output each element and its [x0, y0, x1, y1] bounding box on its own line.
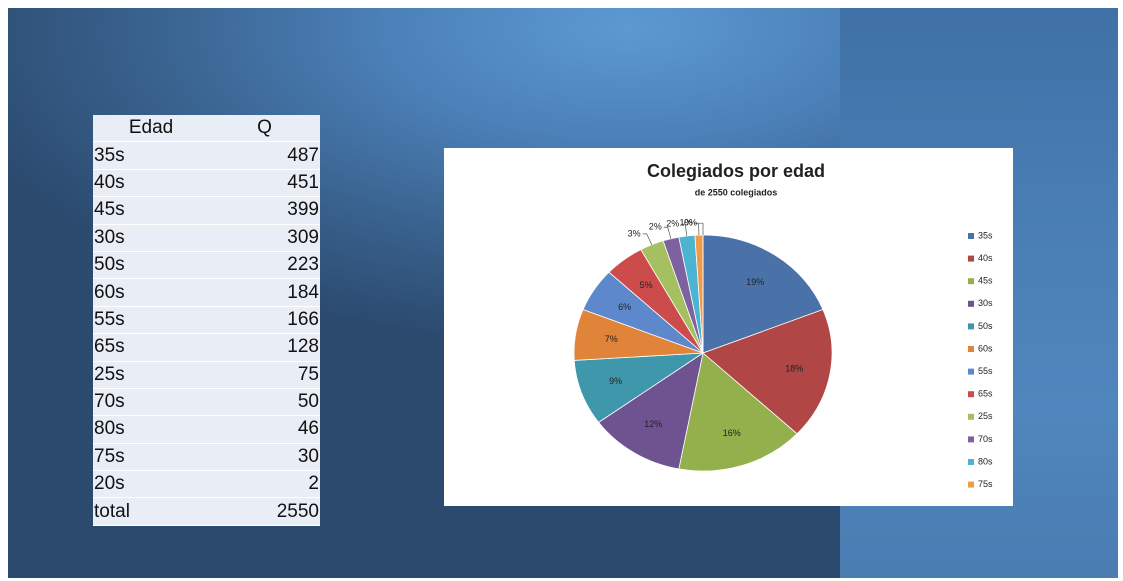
legend-label: 75s [978, 479, 993, 489]
data-label: 19% [746, 277, 764, 287]
legend-swatch [968, 368, 974, 375]
chart: Colegiados por edad de 2550 colegiados 1… [444, 148, 1013, 506]
table-row: 65s 128 [93, 333, 320, 362]
legend-label: 55s [978, 366, 993, 376]
table-cell: 70s [93, 388, 210, 417]
legend-swatch [968, 391, 974, 398]
pie-slice [702, 309, 833, 435]
legend-swatch [968, 346, 974, 352]
legend-swatch [968, 413, 974, 420]
leader-line [681, 223, 688, 236]
legend-swatch [968, 323, 974, 330]
legend-label: 30s [978, 298, 993, 308]
table-row: 20s 2 [93, 470, 320, 499]
table-row: 50s 223 [93, 251, 320, 280]
legend-label: 65s [978, 389, 993, 399]
table-cell: 80s [93, 415, 210, 444]
table-cell: 487 [209, 141, 320, 170]
table-cell: 50s [93, 251, 210, 280]
data-label: 9% [609, 376, 622, 386]
chart-title: Colegiados por edad [647, 161, 825, 181]
legend-swatch [968, 436, 974, 443]
table-row: 25s 75 [93, 361, 320, 389]
data-label: 3% [628, 228, 641, 238]
legend-label: 35s [978, 230, 993, 240]
pie-slice [598, 352, 704, 470]
legend-label: 50s [978, 321, 993, 331]
data-label: 7% [605, 334, 618, 344]
table-cell: 184 [209, 278, 320, 307]
slide: Edad Q 35s 487 40s 451 45s 399 30s 309 50s 223 60s 18… [8, 8, 1118, 578]
data-table: Edad Q 35s 487 40s 451 45s 399 30s 309 50s 223 60s 18… [93, 115, 320, 526]
table-cell: 166 [209, 306, 320, 335]
legend-label: 60s [978, 343, 993, 353]
chart-subtitle: de 2550 colegiados [695, 187, 778, 197]
table-cell: 60s [93, 278, 210, 307]
table-cell: 55s [93, 306, 210, 335]
data-label: 16% [723, 428, 741, 438]
legend-swatch [968, 300, 974, 307]
data-label: 2% [649, 222, 662, 232]
data-label: 1% [680, 218, 693, 228]
legend-label: 40s [978, 253, 993, 263]
data-label: 6% [618, 302, 631, 312]
table-row: 60s 184 [93, 278, 320, 307]
table-cell: 2550 [209, 497, 320, 526]
leader-line [642, 233, 653, 245]
table-cell: 45s [93, 196, 210, 225]
table-cell: 65s [93, 333, 210, 362]
table-row: 40s 451 [93, 169, 320, 198]
legend-swatch [968, 278, 974, 285]
table-cell: 128 [209, 333, 320, 362]
table-cell: 20s [93, 470, 210, 499]
table-cell: 75 [209, 361, 320, 389]
table-cell: 40s [93, 169, 210, 198]
table-cell: 50 [209, 388, 320, 417]
leader-line [663, 226, 672, 239]
table-row: 55s 166 [93, 306, 320, 335]
table-cell: 2 [209, 470, 320, 499]
pie-slice [702, 234, 824, 354]
table-row: total 2550 [93, 497, 320, 526]
legend-swatch [968, 233, 974, 239]
data-label: 0% [684, 218, 697, 228]
table-row: 35s 487 [93, 141, 320, 170]
table-row: 80s 46 [93, 415, 320, 444]
data-label: 18% [785, 363, 803, 373]
legend-swatch [968, 481, 974, 488]
legend-label: 70s [978, 434, 993, 444]
table-cell: 75s [93, 443, 210, 472]
data-label: 2% [666, 219, 679, 229]
data-label: 12% [644, 419, 662, 429]
legend-swatch [968, 255, 974, 262]
header-cell: Edad [93, 115, 210, 143]
legend-label: 45s [978, 276, 993, 286]
table-cell: 309 [209, 224, 320, 252]
table-cell: total [93, 497, 210, 526]
leader-line [699, 222, 704, 235]
table-cell: 399 [209, 196, 320, 225]
legend-label: 80s [978, 456, 993, 466]
legend-swatch [968, 459, 974, 465]
table-cell: 451 [209, 169, 320, 198]
table-cell: 35s [93, 141, 210, 170]
table-cell: 25s [93, 361, 210, 389]
table-cell: 223 [209, 251, 320, 280]
data-label: 5% [640, 280, 653, 290]
pie-slice [678, 352, 798, 472]
header-row: Edad Q [93, 115, 320, 143]
table-cell: 46 [209, 415, 320, 444]
table-cell: 30s [93, 224, 210, 252]
table-row: 30s 309 [93, 224, 320, 252]
table-cell: 30 [209, 443, 320, 472]
table-row: 75s 30 [93, 443, 320, 472]
legend-label: 25s [978, 411, 993, 421]
table-row: 70s 50 [93, 388, 320, 417]
header-cell: Q [209, 115, 320, 143]
leader-line [694, 222, 700, 236]
table-row: 45s 399 [93, 196, 320, 225]
